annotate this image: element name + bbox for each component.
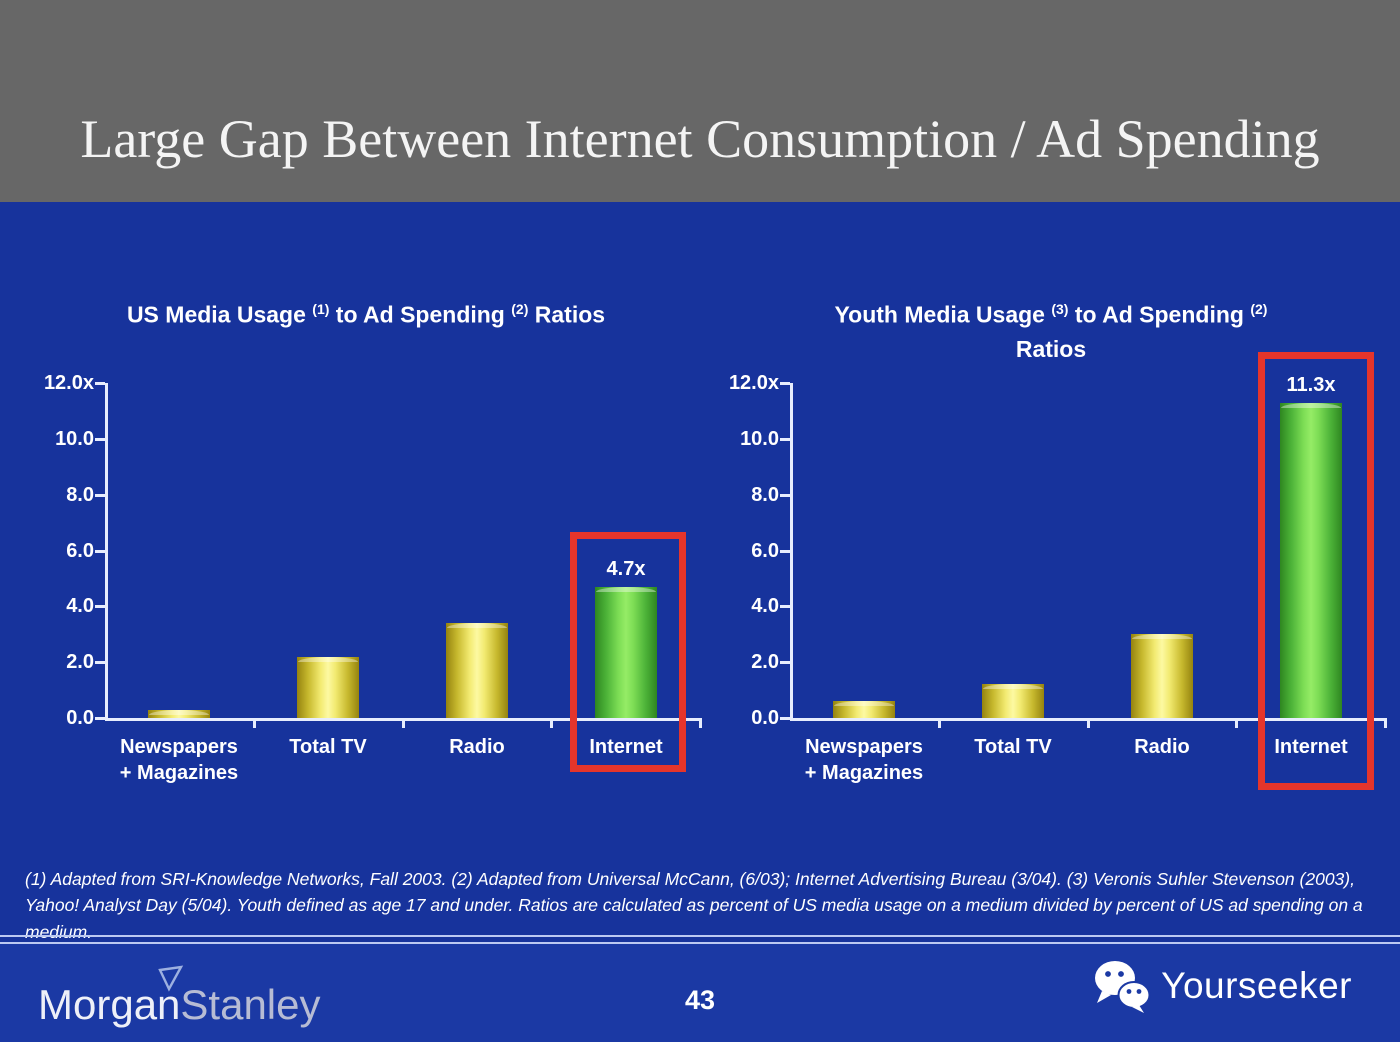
internet-highlight-box [1258, 352, 1374, 790]
y-axis-tick-label: 8.0 [66, 483, 94, 506]
y-axis-tick-label: 12.0x [728, 372, 779, 394]
chart-title: US Media Usage (1) to Ad Spending (2) Ra… [30, 292, 702, 332]
watermark-label: Yourseeker [1161, 965, 1352, 1006]
category-label: Radio [1134, 736, 1190, 758]
y-axis-tick [780, 493, 790, 497]
y-axis-tick-label: 10.0 [55, 427, 94, 450]
logo-flag-icon [158, 965, 184, 992]
category-label: Total TV [974, 736, 1052, 758]
y-axis-tick-label: 2.0 [751, 651, 779, 674]
footnote-reference: (2) [511, 301, 529, 317]
y-axis-tick-label: 4.0 [66, 595, 94, 618]
y-axis-tick [780, 717, 790, 720]
y-axis-tick-label: 6.0 [66, 539, 94, 562]
y-axis-tick-label: 0.0 [751, 707, 779, 729]
chart-title-text: Ratios [528, 301, 606, 328]
x-axis-tick [1384, 718, 1387, 728]
footnote-reference: (1) [312, 301, 330, 317]
youth-media-usage-chart: Youth Media Usage (3) to Ad Spending (2)… [715, 280, 1387, 792]
bar-newspapers [148, 710, 210, 718]
chart-title-line: Youth Media Usage (3) to Ad Spending (2) [715, 292, 1387, 332]
y-axis-tick-label: 12.0x [43, 372, 94, 394]
chart-title-text: Ratios [1015, 335, 1087, 362]
chart-title-text: Youth Media Usage [834, 301, 1052, 328]
internet-highlight-box [570, 532, 686, 772]
slide-header: Large Gap Between Internet Consumption /… [0, 0, 1400, 202]
bar-newspapers [833, 701, 895, 718]
us-media-usage-chart: US Media Usage (1) to Ad Spending (2) Ra… [30, 280, 702, 792]
y-axis-tick [780, 661, 790, 665]
x-axis-tick [1235, 718, 1239, 728]
x-axis-tick [699, 718, 702, 728]
y-axis-tick-label: 10.0 [740, 427, 779, 450]
bar-internet [595, 587, 657, 718]
category-label: Radio [449, 736, 505, 758]
wechat-icon [1095, 961, 1151, 1013]
bar-radio [446, 623, 508, 718]
y-axis-tick [95, 605, 105, 609]
bar-internet [1280, 403, 1342, 718]
page-number: 43 [684, 985, 716, 1015]
chart-title-line: Ratios [715, 332, 1387, 366]
chart-title-text: US Media Usage [126, 301, 313, 328]
bar-total-tv [297, 657, 359, 718]
bar-total-tv [982, 684, 1044, 718]
bar-value-label: 4.7x [606, 558, 646, 580]
logo-part-morgan: Morgan [38, 981, 181, 1028]
y-axis-tick [780, 549, 790, 553]
y-axis-line [790, 383, 793, 721]
x-axis-tick [252, 718, 256, 728]
logo-part-stanley: Stanley [180, 981, 321, 1028]
category-label: Total TV [289, 736, 367, 758]
footnote-text: (1) Adapted from SRI-Knowledge Networks,… [25, 869, 1363, 942]
x-axis-tick [937, 718, 941, 728]
category-label: Internet [589, 736, 663, 758]
y-axis-tick [95, 661, 105, 665]
footer-separator [0, 935, 1400, 944]
y-axis-tick-label: 0.0 [66, 707, 94, 729]
bar-value-label: 11.3x [1286, 374, 1336, 396]
y-axis-tick-label: 8.0 [751, 483, 779, 506]
y-axis-tick-label: 2.0 [66, 651, 94, 674]
category-label: Newspapers + Magazines [804, 736, 924, 784]
y-axis-tick [95, 382, 105, 385]
category-label: Newspapers + Magazines [119, 736, 239, 784]
y-axis-tick [780, 437, 790, 441]
slide-title: Large Gap Between Internet Consumption /… [80, 109, 1320, 169]
y-axis-tick [95, 717, 105, 720]
yourseeker-watermark: Yourseeker [1093, 958, 1352, 1014]
y-axis-tick [95, 437, 105, 441]
y-axis-line [105, 383, 108, 721]
chart-title-text: to Ad Spending [329, 301, 512, 328]
morgan-stanley-logo: MorganStanley [38, 965, 321, 1032]
footnote-reference: (2) [1250, 301, 1268, 317]
y-axis-tick [95, 549, 105, 553]
x-axis-tick [401, 718, 405, 728]
x-axis-tick [1086, 718, 1090, 728]
footnote-reference: (3) [1051, 301, 1069, 317]
chart-title: Youth Media Usage (3) to Ad Spending (2)… [715, 292, 1387, 366]
x-axis-tick [550, 718, 554, 728]
y-axis-tick [780, 382, 790, 385]
chart-title-line: US Media Usage (1) to Ad Spending (2) Ra… [30, 292, 702, 332]
y-axis-tick-label: 6.0 [751, 539, 779, 562]
bar-radio [1131, 634, 1193, 718]
footer-strip [0, 944, 1400, 1042]
y-axis-tick [95, 493, 105, 497]
category-label: Internet [1274, 736, 1348, 758]
chart-title-text: to Ad Spending [1068, 301, 1251, 328]
y-axis-tick [780, 605, 790, 609]
y-axis-tick-label: 4.0 [751, 595, 779, 618]
